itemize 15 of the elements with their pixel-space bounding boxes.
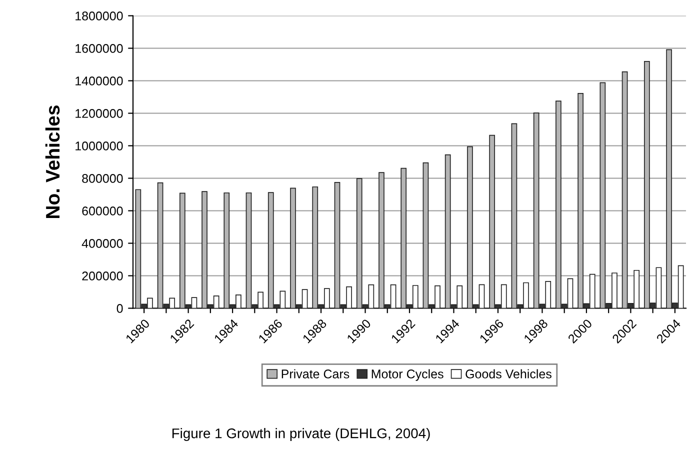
- y-tick-label: 1400000: [76, 76, 123, 86]
- y-tick-label: 400000: [82, 239, 123, 248]
- y-tick-label: 1000000: [76, 142, 123, 150]
- y-tick-label: 1200000: [76, 109, 123, 118]
- y-tick-label: 1600000: [76, 44, 123, 53]
- y-tick-label: 200000: [82, 272, 123, 280]
- y-axis-title: No. Vehicles: [45, 106, 60, 218]
- legend-label: Goods Vehicles: [466, 369, 552, 378]
- y-tick-label: 600000: [82, 206, 123, 216]
- y-tick-label: 800000: [82, 174, 123, 183]
- y-tick-label: 0: [116, 304, 123, 313]
- caption: Figure 1 Growth in private (DEHLG, 2004): [172, 428, 430, 441]
- legend-label: Motor Cycles: [372, 369, 444, 381]
- y-tick-label: 1800000: [76, 12, 123, 20]
- legend-label: Private Cars: [282, 369, 350, 378]
